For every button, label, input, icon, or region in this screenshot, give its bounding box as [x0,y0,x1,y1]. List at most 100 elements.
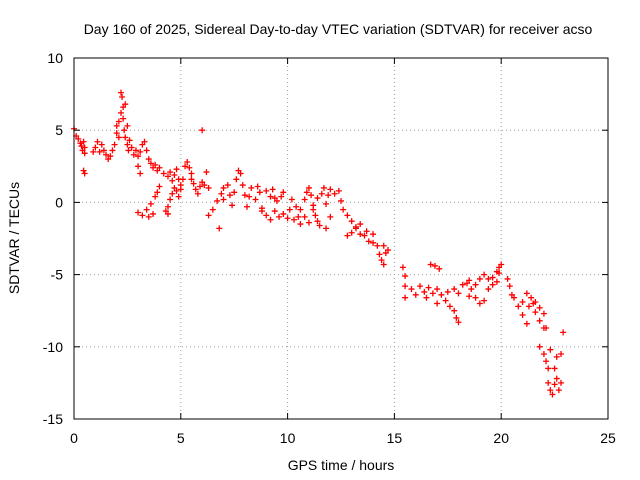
data-point [425,284,432,291]
data-point [214,197,221,204]
data-point [455,319,462,326]
data-point [370,239,377,246]
data-point [203,169,210,176]
data-point [167,169,174,176]
data-point [547,346,554,353]
data-point [167,196,174,203]
data-point [560,329,567,336]
data-point [376,251,383,258]
data-point [476,300,483,307]
y-tick-label: 10 [47,50,63,66]
data-point [348,218,355,225]
data-point [489,274,496,281]
data-point [357,221,364,228]
data-point [263,212,270,219]
y-tick-label: -15 [43,411,63,427]
data-point [109,147,116,154]
data-point [536,304,543,311]
data-point [363,228,370,235]
x-tick-label: 5 [177,430,185,446]
data-point [171,171,178,178]
data-point [446,303,453,310]
data-point [504,275,511,282]
data-point [301,213,308,220]
data-point [280,189,287,196]
data-point [197,183,204,190]
data-point [451,286,458,293]
data-point [528,294,535,301]
data-point [523,320,530,327]
data-point [269,186,276,193]
chart-title: Day 160 of 2025, Sidereal Day-to-day VTE… [84,21,593,37]
data-point [399,264,406,271]
data-point [164,173,171,180]
data-point [438,291,445,298]
data-point [305,184,312,191]
data-point [365,238,372,245]
data-point [152,193,159,200]
data-point [226,192,233,199]
data-point [98,141,105,148]
data-point [209,206,216,213]
data-point [256,189,263,196]
y-tick-label: 0 [55,194,63,210]
data-point [551,365,558,372]
data-point [327,213,334,220]
data-point [314,195,321,202]
data-point [286,206,293,213]
data-point [466,293,473,300]
data-point [233,176,240,183]
data-point [241,192,248,199]
data-point [121,127,128,134]
data-point [288,196,295,203]
data-point [543,358,550,365]
data-point [164,203,171,210]
data-point [96,148,103,155]
data-point [145,213,152,220]
y-tick-label: -5 [51,267,64,283]
data-point [199,127,206,134]
data-point [125,147,132,154]
data-point [103,151,110,158]
data-point [370,231,377,238]
data-point [115,118,122,125]
data-point [442,297,449,304]
data-point [344,232,351,239]
data-point [472,294,479,301]
data-point [92,144,99,151]
data-point [216,225,223,232]
data-point [135,153,142,160]
data-point [545,379,552,386]
data-point [402,283,409,290]
data-point [188,176,195,183]
grid-lines [74,58,608,419]
data-point [188,170,195,177]
data-point [444,288,451,295]
data-point [115,134,122,141]
y-axis-ticks: -15 -10 -5 0 5 10 [43,50,608,427]
data-point [182,163,189,170]
data-point [434,286,441,293]
data-point [169,177,176,184]
data-point [231,189,238,196]
data-point [179,176,186,183]
data-point [218,190,225,197]
data-point [273,197,280,204]
data-point [558,379,565,386]
data-point [453,314,460,321]
data-point [137,170,144,177]
y-tick-label: 5 [55,122,63,138]
data-point [549,391,556,398]
data-point [380,261,387,268]
data-point [78,143,85,150]
data-point [305,219,312,226]
data-point [519,299,526,306]
data-point [352,223,359,230]
x-tick-label: 15 [387,430,403,446]
data-point [284,215,291,222]
data-point [532,299,539,306]
x-tick-label: 0 [70,430,78,446]
data-point [408,286,415,293]
